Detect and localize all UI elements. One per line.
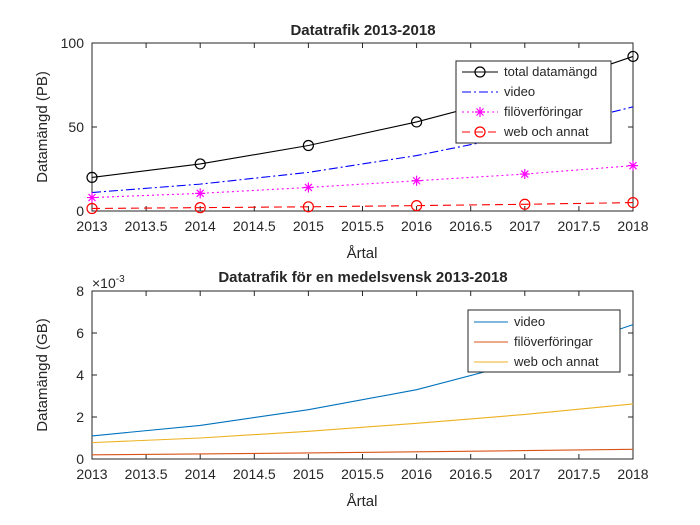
- x-tick-label: 2017: [509, 466, 540, 482]
- legend-marker-2: [475, 107, 485, 117]
- data-point-3-3: [411, 200, 423, 212]
- x-tick-label: 2016.5: [449, 466, 492, 482]
- y-tick-label: 0: [76, 203, 84, 219]
- data-point-3-1: [194, 202, 206, 214]
- top-legend-samples: [462, 66, 498, 138]
- data-point-2-5: [628, 160, 638, 171]
- data-point-2-3: [411, 175, 422, 186]
- x-tick-label: 2015.5: [341, 218, 384, 234]
- bottom-x-axis-label: Årtal: [347, 493, 378, 510]
- y-tick-label: 50: [68, 119, 84, 135]
- series-line-2: [91, 403, 634, 444]
- bottom-legend-label-0: video: [514, 314, 545, 329]
- x-tick-label: 2014: [185, 466, 216, 482]
- data-point-3-0: [86, 202, 98, 215]
- data-point-3-2: [302, 201, 314, 213]
- data-point-0-3: [411, 116, 423, 128]
- data-point-0-1: [194, 158, 206, 170]
- top-legend-label-1: video: [504, 84, 535, 99]
- top-chart-title: Datatrafik 2013-2018: [290, 22, 435, 39]
- bottom-subplot: Datatrafik för en medelsvensk 2013-2018 …: [34, 269, 649, 510]
- x-tick-label: 2013.5: [125, 218, 168, 234]
- x-tick-label: 2013.5: [125, 466, 168, 482]
- top-legend-box: [455, 60, 612, 144]
- y-tick-label: 100: [61, 35, 85, 51]
- data-point-3-4: [519, 198, 531, 210]
- data-point-2-1: [195, 188, 206, 199]
- x-tick-label: 2018: [617, 218, 648, 234]
- x-tick-label: 2017.5: [557, 218, 600, 234]
- legend-marker-0: [474, 66, 486, 78]
- data-point-2-4: [519, 169, 530, 180]
- x-tick-label: 2017.5: [557, 466, 600, 482]
- x-tick-label: 2015: [293, 466, 324, 482]
- data-point-3-5: [627, 197, 639, 209]
- data-point-2-2: [303, 182, 314, 193]
- data-point-0-0: [86, 171, 98, 183]
- x-tick-label: 2015: [293, 218, 324, 234]
- bottom-y-axis-label: Datamängd (GB): [34, 318, 51, 431]
- x-tick-label: 2018: [617, 466, 648, 482]
- bottom-legend-samples: [474, 321, 508, 363]
- x-tick-label: 2014.5: [233, 466, 276, 482]
- bottom-y-exponent: ×10-3: [92, 274, 125, 291]
- top-x-ticks: 2013 2013.5 2014 2014.5 2015 2015.5 2016 2016.5…: [76, 43, 649, 234]
- bottom-legend-label-2: web och annat: [513, 354, 599, 369]
- x-tick-label: 2014: [185, 218, 216, 234]
- x-tick-label: 2016.5: [449, 218, 492, 234]
- legend-marker-3: [474, 126, 486, 138]
- x-tick-label: 2015.5: [341, 466, 384, 482]
- y-tick-label: 0: [76, 451, 84, 467]
- y-tick-label: 2: [76, 409, 84, 425]
- data-point-0-5: [627, 50, 639, 63]
- x-tick-label: 2013: [76, 466, 107, 482]
- top-y-ticks: 0 50 100: [61, 35, 633, 219]
- bottom-legend-label-1: filöverföringar: [514, 334, 593, 349]
- top-legend: total datamängd video filöverföringar we…: [455, 60, 612, 144]
- top-legend-label-0: total datamängd: [504, 64, 597, 79]
- x-tick-label: 2016: [401, 466, 432, 482]
- top-legend-label-3: web och annat: [503, 124, 589, 139]
- x-tick-label: 2014.5: [233, 218, 276, 234]
- top-legend-label-2: filöverföringar: [504, 104, 583, 119]
- bottom-x-ticks: 2013 2013.5 2014 2014.5 2015 2015.5 2016 2016.5…: [76, 291, 649, 482]
- y-tick-label: 6: [76, 325, 84, 341]
- series-line-1: [91, 448, 634, 456]
- top-y-axis-label: Datamängd (PB): [34, 71, 51, 183]
- data-point-0-2: [302, 139, 314, 152]
- x-tick-label: 2013: [76, 218, 107, 234]
- bottom-legend: video filöverföringar web och annat: [467, 309, 621, 373]
- x-tick-label: 2016: [401, 218, 432, 234]
- y-tick-label: 4: [76, 367, 84, 383]
- bottom-chart-title: Datatrafik för en medelsvensk 2013-2018: [218, 269, 507, 286]
- y-tick-label: 8: [76, 283, 84, 299]
- data-point-2-0: [87, 192, 97, 203]
- x-tick-label: 2017: [509, 218, 540, 234]
- series-line-2: [91, 165, 634, 199]
- top-x-axis-label: Årtal: [347, 245, 378, 262]
- bottom-y-ticks: 0 2 4 6 8: [76, 283, 633, 467]
